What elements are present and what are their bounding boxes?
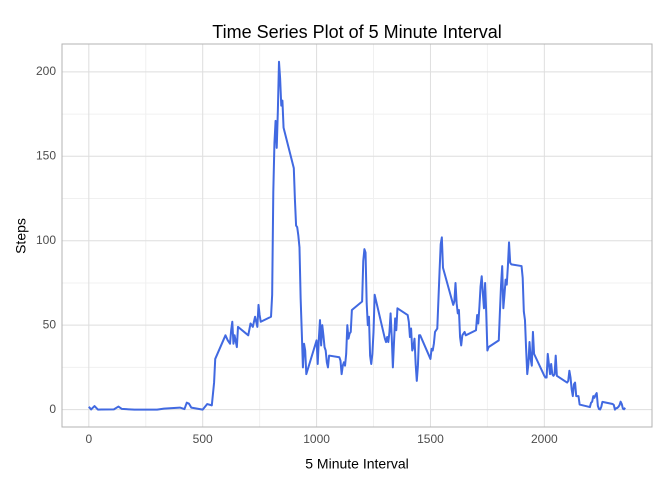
y-axis-title: Steps (13, 218, 29, 254)
panel-border (61, 43, 653, 428)
data-line (88, 60, 626, 411)
x-tick-label: 1500 (417, 432, 444, 446)
chart-title: Time Series Plot of 5 Minute Interval (212, 22, 501, 42)
y-tick-label: 50 (43, 317, 57, 331)
x-tick-label: 500 (193, 432, 213, 446)
x-axis-title: 5 Minute Interval (305, 456, 409, 472)
x-tick-label: 0 (85, 432, 92, 446)
y-tick-label: 150 (36, 148, 56, 162)
y-tick-label: 200 (36, 64, 56, 78)
x-tick-label: 2000 (531, 432, 558, 446)
y-tick-label: 100 (36, 233, 56, 247)
y-tick-label: 0 (49, 402, 56, 416)
x-tick-label: 1000 (303, 432, 330, 446)
